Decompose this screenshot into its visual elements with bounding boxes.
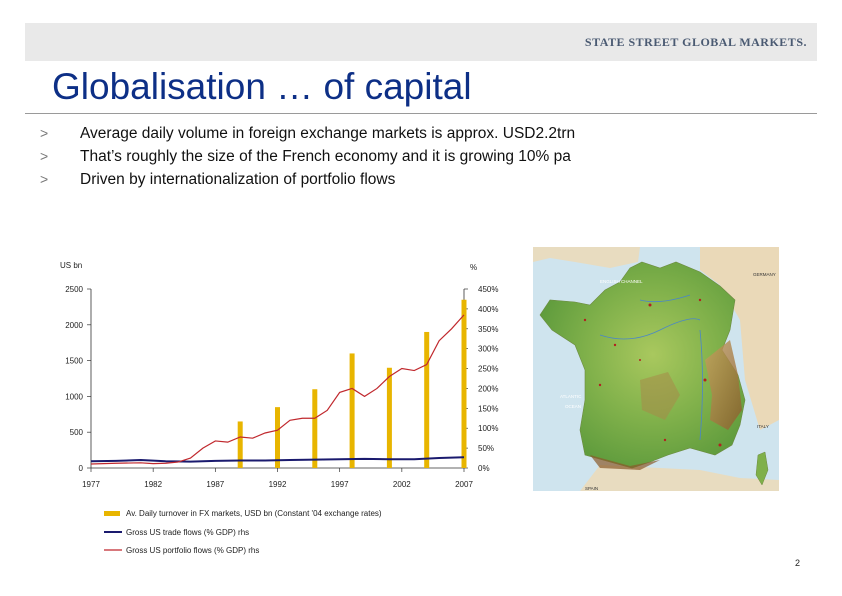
x-tick-label: 1977: [82, 480, 100, 489]
trade-flows-line: [90, 456, 465, 463]
header-bar: STATE STREET GLOBAL MARKETS.: [25, 23, 817, 61]
map-river: [639, 294, 691, 303]
bullet-text: That’s roughly the size of the French ec…: [80, 148, 571, 165]
bullet-item: > Driven by internationalization of portf…: [40, 168, 575, 191]
map-neighbour-land: [533, 247, 640, 268]
map-label: OCEAN: [565, 404, 581, 409]
map-label: ENGLISH CHANNEL: [600, 279, 643, 284]
y-tick-label-right: 50%: [478, 444, 494, 453]
y-tick-label-left: 2000: [65, 321, 83, 330]
x-tick-label: 1982: [144, 480, 162, 489]
y-tick-label-left: 0: [79, 464, 84, 473]
map-label: ITALY: [757, 424, 769, 429]
map-label: GERMANY: [753, 272, 776, 277]
y-tick-label-right: 400%: [478, 305, 498, 314]
fx-turnover-bar: [275, 407, 280, 468]
fx-turnover-bar: [424, 331, 430, 468]
bullet-item: > Average daily volume in foreign exchang…: [40, 122, 575, 145]
page-number: 2: [795, 558, 801, 568]
map-corsica: [755, 451, 769, 486]
y-tick-label-left: 1000: [65, 392, 83, 401]
fx-turnover-bar: [461, 299, 467, 468]
bullet-text: Driven by internationalization of portfo…: [80, 171, 396, 188]
map-neighbour-land: [580, 465, 779, 491]
x-tick-label: 2007: [455, 480, 473, 489]
map-cities: [583, 298, 722, 447]
legend-swatch-bars: [104, 511, 120, 516]
y-tick-label-left: 1500: [65, 357, 83, 366]
fx-turnover-bar: [349, 353, 355, 468]
y-tick-label-right: 0%: [478, 464, 490, 473]
y-tick-label-left: 2500: [65, 285, 83, 294]
fx-turnover-bar: [237, 421, 243, 468]
y-tick-label-right: 100%: [478, 424, 498, 433]
map-pyrenees: [590, 455, 660, 470]
slide-title: Globalisation … of capital: [52, 66, 472, 107]
legend-label: Av. Daily turnover in FX markets, USD bn…: [126, 509, 382, 518]
x-tick-label: 1992: [269, 480, 287, 489]
bullet-item: > That’s roughly the size of the French e…: [40, 145, 575, 168]
legend-label: Gross US portfolio flows (% GDP) rhs: [126, 546, 259, 555]
y-tick-label-right: 300%: [478, 345, 498, 354]
y-axis-label-right: %: [470, 263, 477, 272]
x-tick-label: 1987: [206, 480, 224, 489]
legend-label: Gross US trade flows (% GDP) rhs: [126, 528, 249, 537]
y-tick-label-left: 500: [70, 428, 84, 437]
y-tick-label-right: 450%: [478, 285, 498, 294]
bullet-marker: >: [40, 171, 49, 187]
y-tick-label-right: 200%: [478, 384, 498, 393]
brand-logo: STATE STREET GLOBAL MARKETS.: [584, 35, 807, 49]
map-alps: [705, 340, 742, 430]
map-river: [699, 329, 703, 441]
y-tick-label-right: 350%: [478, 325, 498, 334]
y-tick-label-right: 150%: [478, 404, 498, 413]
x-tick-label: 2002: [393, 480, 411, 489]
x-tick-label: 1997: [331, 480, 349, 489]
map-label: SPAIN: [585, 486, 598, 491]
bullet-text: Average daily volume in foreign exchange…: [80, 125, 576, 142]
fx-turnover-bar: [386, 367, 392, 468]
map-massif-central: [640, 372, 680, 420]
portfolio-flows-line: [90, 314, 465, 465]
y-tick-label-right: 250%: [478, 365, 498, 374]
bullet-marker: >: [40, 148, 49, 164]
bullet-list: > Average daily volume in foreign exchang…: [40, 122, 575, 191]
bullet-marker: >: [40, 125, 49, 141]
map-label: ATLANTIC: [560, 394, 582, 399]
title-divider: [25, 113, 817, 114]
y-axis-label-left: US bn: [60, 261, 82, 270]
map-river: [599, 318, 701, 340]
map-neighbour-land: [700, 247, 779, 430]
fx-turnover-bar: [312, 389, 318, 468]
